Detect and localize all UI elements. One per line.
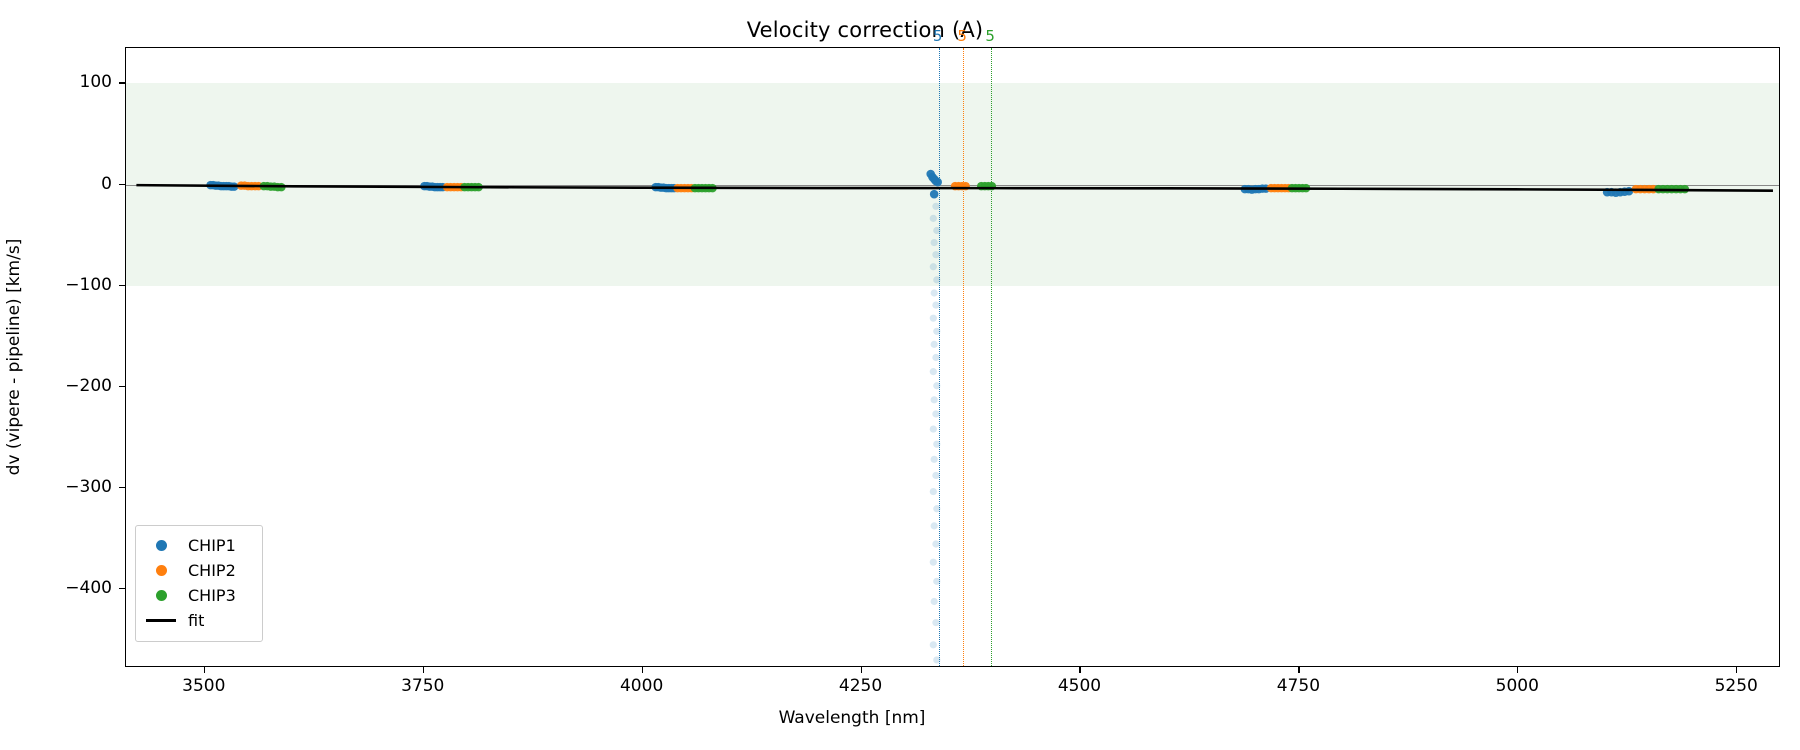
order-marker-line-3	[991, 48, 993, 666]
legend-dot-swatch	[144, 565, 178, 576]
legend-item-chip2[interactable]: CHIP2	[144, 558, 254, 583]
page-title: Velocity correction (A)	[746, 18, 984, 42]
x-tick-label: 3750	[401, 676, 445, 696]
x-tick-mark	[1736, 667, 1738, 673]
legend-item-fit[interactable]: fit	[144, 608, 254, 633]
y-tick-mark	[119, 82, 125, 84]
dot-glyph-icon	[155, 540, 167, 551]
x-tick-label: 5250	[1714, 676, 1758, 696]
x-tick-label: 5000	[1495, 676, 1539, 696]
order-marker-label-3: 5	[985, 27, 995, 45]
y-tick-label: 100	[79, 72, 112, 93]
x-tick-mark	[860, 667, 862, 673]
dot-glyph-icon	[155, 565, 167, 576]
y-axis-label: dv (vipere - pipeline) [km/s]	[4, 238, 24, 476]
x-tick-mark	[641, 667, 643, 673]
legend-line-swatch	[144, 619, 178, 622]
y-tick-mark	[119, 588, 125, 590]
x-tick-mark	[422, 667, 424, 673]
dot-glyph-icon	[155, 590, 167, 601]
legend: CHIP1 CHIP2 CHIP3 fit	[135, 525, 263, 642]
plot-area	[125, 47, 1780, 667]
legend-label: CHIP3	[188, 586, 236, 605]
order-marker-label-1: 5	[932, 27, 943, 45]
legend-label: fit	[188, 611, 205, 630]
order-marker-line-1	[938, 48, 940, 666]
legend-item-chip1[interactable]: CHIP1	[144, 533, 254, 558]
legend-dot-swatch	[144, 590, 178, 601]
x-tick-mark	[203, 667, 205, 673]
x-axis-label: Wavelength [nm]	[778, 708, 926, 728]
y-tick-mark	[119, 183, 125, 185]
zero-reference-line	[126, 184, 1779, 186]
x-tick-label: 4250	[838, 676, 883, 696]
x-tick-mark	[1517, 667, 1519, 673]
x-tick-label: 4500	[1057, 676, 1102, 696]
x-tick-label: 4750	[1276, 676, 1321, 696]
order-marker-label-2: 5	[957, 27, 967, 45]
y-tick-label: −100	[65, 274, 112, 295]
x-tick-mark	[1079, 667, 1081, 673]
y-tick-mark	[119, 486, 125, 489]
legend-label: CHIP1	[188, 536, 236, 555]
legend-label: CHIP2	[188, 561, 236, 580]
x-tick-label: 4000	[619, 676, 664, 696]
x-tick-label: 3500	[182, 676, 226, 696]
x-tick-mark	[1298, 667, 1300, 673]
y-tick-label: −200	[65, 375, 112, 396]
y-tick-mark	[119, 385, 125, 387]
order-marker-line-2	[963, 48, 965, 666]
y-tick-label: 0	[101, 173, 112, 194]
legend-dot-swatch	[144, 540, 178, 551]
y-tick-label: −400	[65, 578, 112, 599]
line-glyph-icon	[146, 619, 176, 622]
y-tick-mark	[119, 284, 125, 286]
y-tick-label: −300	[65, 476, 112, 497]
legend-item-chip3[interactable]: CHIP3	[144, 583, 254, 608]
